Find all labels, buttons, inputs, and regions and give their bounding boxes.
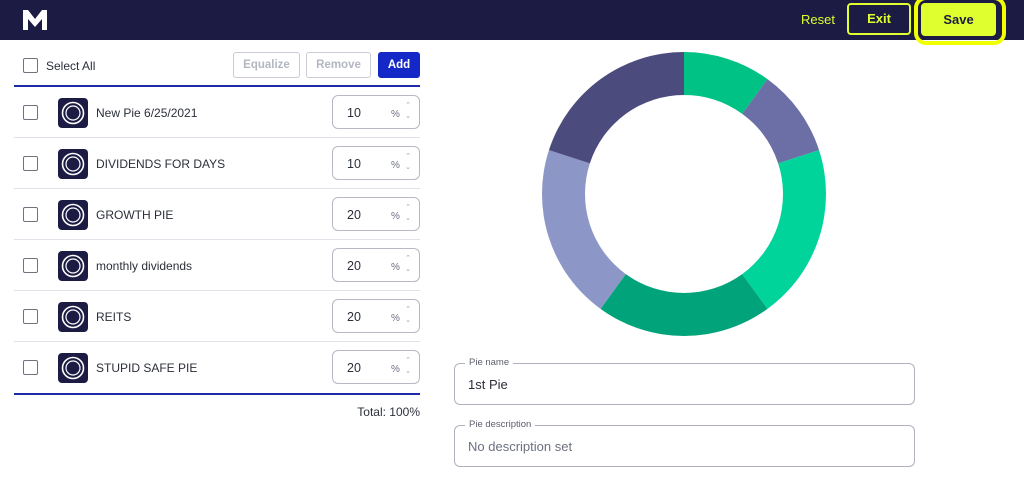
pie-name-label: Pie name — [465, 357, 514, 368]
slice-name[interactable]: STUPID SAFE PIE — [96, 361, 198, 375]
select-all-label: Select All — [46, 59, 96, 73]
pie-name-value[interactable]: 1st Pie — [468, 377, 508, 392]
percent-stepper[interactable]: ⌃ ⌄ — [403, 357, 413, 377]
percent-sign: % — [391, 313, 400, 324]
slice-row: STUPID SAFE PIE 20% ⌃ ⌄ — [14, 342, 420, 393]
select-all-checkbox[interactable] — [23, 58, 38, 73]
slice-row: monthly dividends 20% ⌃ ⌄ — [14, 240, 420, 291]
slice-name[interactable]: REITS — [96, 310, 132, 324]
reset-button[interactable]: Reset — [801, 12, 835, 27]
pie-description-placeholder[interactable]: No description set — [468, 439, 573, 454]
pie-icon — [58, 200, 88, 230]
pie-icon — [58, 302, 88, 332]
slice-percent-value[interactable]: 20 — [347, 361, 361, 375]
slice-percent-value[interactable]: 10 — [347, 106, 361, 120]
chevron-down-icon[interactable]: ⌄ — [405, 368, 411, 375]
pie-description-label: Pie description — [465, 419, 536, 430]
slice-checkbox[interactable] — [23, 207, 38, 222]
percent-stepper[interactable]: ⌃ ⌄ — [403, 153, 413, 173]
exit-button[interactable]: Exit — [847, 3, 911, 35]
slice-percent-input[interactable]: 20% ⌃ ⌄ — [332, 299, 420, 333]
equalize-button[interactable]: Equalize — [233, 52, 300, 78]
add-button[interactable]: Add — [378, 52, 420, 78]
slice-row: REITS 20% ⌃ ⌄ — [14, 291, 420, 342]
donut-slice-6[interactable] — [548, 52, 684, 164]
pie-icon — [58, 353, 88, 383]
slice-checkbox[interactable] — [23, 156, 38, 171]
slice-percent-input[interactable]: 20% ⌃ ⌄ — [332, 248, 420, 282]
chevron-down-icon[interactable]: ⌄ — [405, 215, 411, 222]
percent-sign: % — [391, 160, 400, 171]
donut-slice-3[interactable] — [742, 150, 826, 309]
donut-slice-5[interactable] — [542, 150, 626, 309]
chevron-up-icon[interactable]: ⌃ — [405, 153, 411, 160]
percent-stepper[interactable]: ⌃ ⌄ — [403, 306, 413, 326]
donut-slice-2[interactable] — [742, 79, 820, 164]
pie-icon — [58, 98, 88, 128]
percent-stepper[interactable]: ⌃ ⌄ — [403, 102, 413, 122]
m1-logo[interactable] — [22, 9, 48, 31]
slice-name[interactable]: DIVIDENDS FOR DAYS — [96, 157, 226, 171]
chevron-up-icon[interactable]: ⌃ — [405, 306, 411, 313]
save-button[interactable]: Save — [921, 3, 996, 36]
slice-percent-value[interactable]: 20 — [347, 310, 361, 324]
percent-stepper[interactable]: ⌃ ⌄ — [403, 204, 413, 224]
save-button-highlight — [914, 0, 1006, 45]
slice-percent-input[interactable]: 20% ⌃ ⌄ — [332, 350, 420, 384]
slice-name[interactable]: monthly dividends — [96, 259, 193, 273]
slice-row: DIVIDENDS FOR DAYS 10% ⌃ ⌄ — [14, 138, 420, 189]
percent-sign: % — [391, 211, 400, 222]
total-label: Total: 100% — [357, 405, 420, 419]
slice-percent-value[interactable]: 10 — [347, 157, 361, 171]
percent-sign: % — [391, 109, 400, 120]
remove-button[interactable]: Remove — [306, 52, 371, 78]
chevron-down-icon[interactable]: ⌄ — [405, 317, 411, 324]
slice-name[interactable]: New Pie 6/25/2021 — [96, 106, 198, 120]
slice-percent-input[interactable]: 10% ⌃ ⌄ — [332, 146, 420, 180]
slice-checkbox[interactable] — [23, 258, 38, 273]
top-bar: Reset Exit Save — [0, 0, 1024, 45]
donut-slice-4[interactable] — [600, 274, 768, 336]
slice-percent-input[interactable]: 20% ⌃ ⌄ — [332, 197, 420, 231]
slice-row: New Pie 6/25/2021 10% ⌃ ⌄ — [14, 87, 420, 138]
percent-stepper[interactable]: ⌃ ⌄ — [403, 255, 413, 275]
slice-percent-value[interactable]: 20 — [347, 259, 361, 273]
slice-row: GROWTH PIE 20% ⌃ ⌄ — [14, 189, 420, 240]
chevron-up-icon[interactable]: ⌃ — [405, 255, 411, 262]
chevron-down-icon[interactable]: ⌄ — [405, 266, 411, 273]
percent-sign: % — [391, 364, 400, 375]
chevron-up-icon[interactable]: ⌃ — [405, 204, 411, 211]
chevron-down-icon[interactable]: ⌄ — [405, 113, 411, 120]
slice-percent-input[interactable]: 10% ⌃ ⌄ — [332, 95, 420, 129]
chevron-down-icon[interactable]: ⌄ — [405, 164, 411, 171]
slice-percent-value[interactable]: 20 — [347, 208, 361, 222]
pie-icon — [58, 149, 88, 179]
slice-list: New Pie 6/25/2021 10% ⌃ ⌄ DIVIDENDS FOR DAYS… — [14, 85, 420, 395]
percent-sign: % — [391, 262, 400, 273]
donut-slice-1[interactable] — [684, 52, 768, 114]
pie-name-field[interactable]: Pie name 1st Pie — [454, 357, 915, 405]
chevron-up-icon[interactable]: ⌃ — [405, 357, 411, 364]
chevron-up-icon[interactable]: ⌃ — [405, 102, 411, 109]
slice-toolbar: Select All Equalize Remove Add — [14, 52, 420, 80]
slice-name[interactable]: GROWTH PIE — [96, 208, 174, 222]
pie-description-field[interactable]: Pie description No description set — [454, 419, 915, 467]
pie-icon — [58, 251, 88, 281]
slice-checkbox[interactable] — [23, 105, 38, 120]
pie-donut-chart — [542, 52, 826, 336]
slice-checkbox[interactable] — [23, 309, 38, 324]
slice-checkbox[interactable] — [23, 360, 38, 375]
